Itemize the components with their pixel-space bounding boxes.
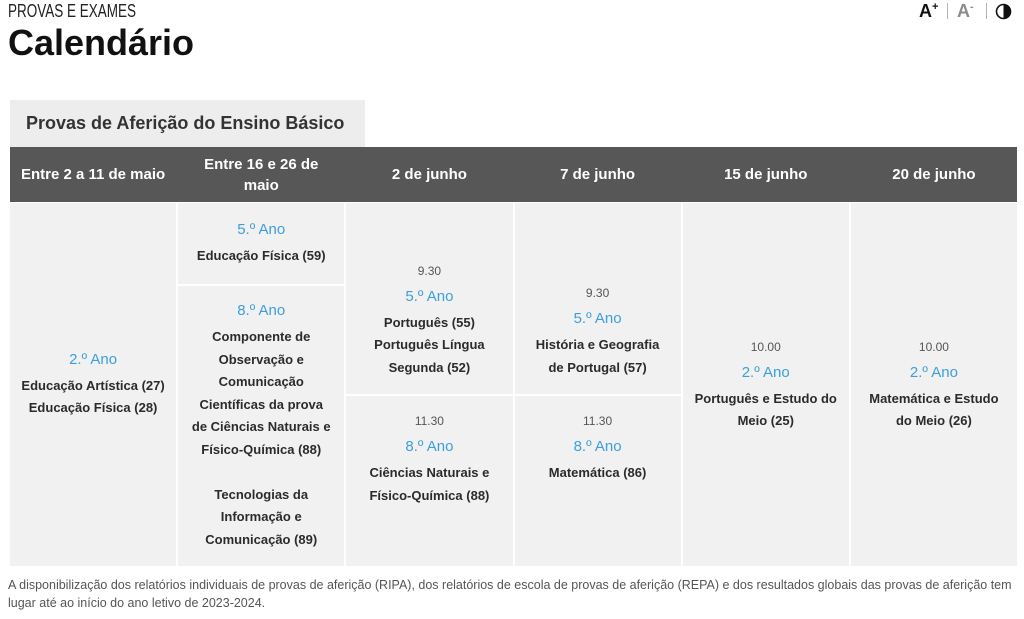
increase-font-button[interactable]: A+ <box>919 1 938 21</box>
school-year: 2.º Ano <box>69 350 118 368</box>
exam-subject: Educação Física (59) <box>196 247 326 263</box>
exam-time: 9.30 <box>417 263 442 278</box>
column-header-date: 2 de junho <box>391 166 467 183</box>
schedule-cell-col3-top: 9.30 5.º Ano Português (55) Português Lí… <box>346 203 513 394</box>
school-year: 8.º Ano <box>237 302 286 319</box>
contrast-icon[interactable] <box>995 3 1012 20</box>
footnote: A disponibilização dos relatórios indivi… <box>8 578 1012 610</box>
controls-divider <box>986 3 987 19</box>
column-header-date: 7 de junho <box>560 166 636 183</box>
exam-subject: Componente de Observação e Comunicação C… <box>191 329 331 457</box>
schedule-cell-col4-top: 9.30 5.º Ano História e Geografia de Por… <box>514 203 681 394</box>
exam-time: 9.30 <box>585 286 610 300</box>
exam-time: 11.30 <box>414 414 444 428</box>
column-header-date: 15 de junho <box>724 166 808 183</box>
schedule-cell-col5: 10.00 2.º Ano Português e Estudo do Meio… <box>682 203 849 566</box>
school-year: 8.º Ano <box>573 438 622 455</box>
school-year: 2.º Ano <box>909 363 958 381</box>
exam-subject: Educação Física (28) <box>28 400 158 415</box>
column-header-date: Entre 16 e 26 de maio <box>204 155 319 194</box>
exam-subject: Português Língua Segunda (52) <box>374 337 485 375</box>
schedule-cell-col2-bottom: 8.º Ano Componente de Observação e Comun… <box>178 286 345 566</box>
calendar-table-header: Entre 2 a 11 de maio Entre 16 e 26 de ma… <box>10 147 1017 202</box>
school-year: 5.º Ano <box>573 310 622 327</box>
exam-subject: Matemática e Estudo do Meio (26) <box>869 390 999 429</box>
exam-subject: Português e Estudo do Meio (25) <box>694 390 837 429</box>
school-year: 5.º Ano <box>405 287 454 305</box>
schedule-cell-col2-top: 5.º Ano Educação Física (59) <box>178 203 345 284</box>
increase-font-letter: A <box>919 1 932 21</box>
exam-time: 10.00 <box>750 339 781 354</box>
tab-provas-afericao[interactable]: Provas de Aferição do Ensino Básico <box>10 100 365 147</box>
exam-subject: Educação Artística (27) <box>21 377 165 393</box>
column-header-date: 20 de junho <box>892 166 976 183</box>
school-year: 5.º Ano <box>237 220 286 238</box>
exam-subject: Português (55) <box>383 314 475 330</box>
calendar-table-body: 2.º Ano Educação Artística (27) Educação… <box>10 203 1017 566</box>
schedule-cell-col3-bottom: 11.30 8.º Ano Ciências Naturais e Físico… <box>346 396 513 566</box>
decrease-font-letter: A <box>957 1 970 21</box>
exam-subject: Ciências Naturais e Físico-Química (88) <box>369 465 490 503</box>
minus-sign: - <box>970 1 974 13</box>
schedule-cell-col1: 2.º Ano Educação Artística (27) Educação… <box>10 203 177 566</box>
exam-time: 11.30 <box>583 414 613 428</box>
exam-time: 10.00 <box>918 339 949 354</box>
column-header-date: Entre 2 a 11 de maio <box>20 166 166 183</box>
exam-subject: História e Geografia de Portugal (57) <box>535 337 660 375</box>
schedule-cell-col6: 10.00 2.º Ano Matemática e Estudo do Mei… <box>850 203 1017 566</box>
controls-divider <box>947 3 948 19</box>
page-title: Calendário <box>8 22 195 63</box>
plus-sign: + <box>932 1 939 13</box>
school-year: 8.º Ano <box>405 438 454 455</box>
school-year: 2.º Ano <box>741 363 790 381</box>
schedule-cell-col4-bottom: 11.30 8.º Ano Matemática (86) <box>514 396 681 566</box>
section-kicker: PROVAS E EXAMES <box>8 1 137 21</box>
exam-subject: Matemática (86) <box>548 465 647 480</box>
exam-subject: Tecnologias da Informação e Comunicação … <box>205 486 318 547</box>
decrease-font-button[interactable]: A- <box>957 1 974 21</box>
